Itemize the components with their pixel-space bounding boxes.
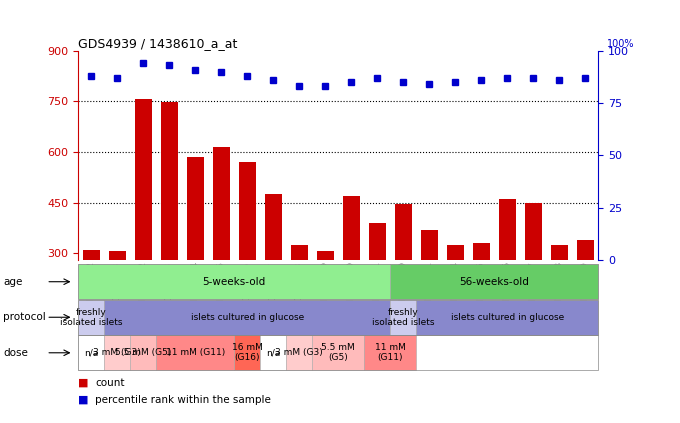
Bar [109,251,126,260]
Bar [577,240,594,260]
Text: 11 mM (G11): 11 mM (G11) [166,348,225,357]
Text: n/a: n/a [84,348,99,357]
Text: islets cultured in glucose: islets cultured in glucose [451,313,564,322]
Text: n/a: n/a [266,348,280,357]
Text: dose: dose [3,348,29,358]
Text: freshly
isolated islets: freshly isolated islets [372,308,435,327]
Text: count: count [95,378,124,388]
Bar [265,194,282,260]
Bar [421,230,438,260]
Text: 100%: 100% [607,38,634,49]
Bar [343,196,360,260]
Text: 11 mM
(G11): 11 mM (G11) [375,343,406,363]
Text: GDS4939 / 1438610_a_at: GDS4939 / 1438610_a_at [78,37,237,49]
Text: protocol: protocol [3,312,46,322]
Bar [160,102,177,260]
Text: 56-weeks-old: 56-weeks-old [460,277,529,287]
Text: ■: ■ [78,395,88,405]
Bar [213,147,230,260]
Text: islets cultured in glucose: islets cultured in glucose [190,313,304,322]
Bar [291,245,308,260]
Bar [447,245,464,260]
Bar [135,99,152,260]
Bar [395,204,412,260]
Text: 3 mM (G3): 3 mM (G3) [275,348,323,357]
Bar [551,245,568,260]
Bar [369,223,386,260]
Text: 16 mM
(G16): 16 mM (G16) [232,343,262,363]
Text: age: age [3,277,22,287]
Text: 5.5 mM
(G5): 5.5 mM (G5) [322,343,355,363]
Bar [239,162,256,260]
Bar [525,203,542,260]
Text: 3 mM (G3): 3 mM (G3) [93,348,141,357]
Bar [187,157,204,260]
Bar [499,199,516,260]
Text: 5.5 mM (G5): 5.5 mM (G5) [115,348,171,357]
Bar [473,243,490,260]
Text: percentile rank within the sample: percentile rank within the sample [95,395,271,405]
Bar [83,250,100,260]
Bar [317,251,334,260]
Text: ■: ■ [78,378,88,388]
Text: freshly
isolated islets: freshly isolated islets [60,308,122,327]
Text: 5-weeks-old: 5-weeks-old [203,277,266,287]
